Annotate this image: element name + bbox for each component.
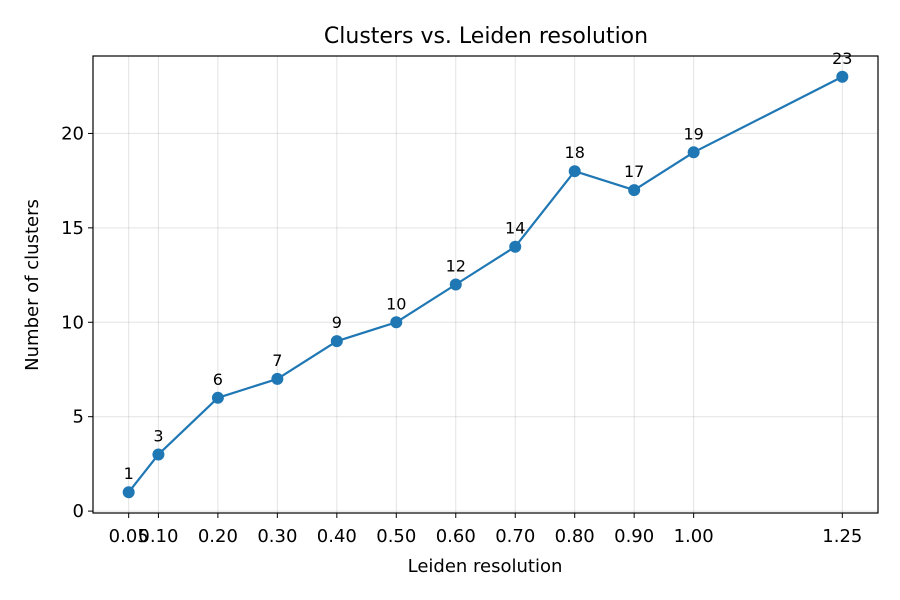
x-tick-label: 0.10 bbox=[138, 526, 178, 547]
data-point bbox=[211, 391, 224, 404]
data-label: 3 bbox=[153, 426, 163, 445]
data-label: 23 bbox=[832, 49, 852, 68]
data-label: 19 bbox=[683, 124, 703, 143]
data-label: 6 bbox=[213, 370, 223, 389]
data-label: 10 bbox=[386, 294, 406, 313]
data-point bbox=[568, 165, 581, 178]
y-tick-label: 15 bbox=[61, 218, 84, 239]
data-point bbox=[836, 70, 849, 83]
x-tick-label: 0.60 bbox=[436, 526, 476, 547]
x-tick-label: 0.80 bbox=[555, 526, 595, 547]
data-point bbox=[628, 184, 641, 197]
data-point bbox=[330, 335, 343, 348]
y-axis-label: Number of clusters bbox=[22, 199, 43, 371]
y-tick-label: 20 bbox=[61, 123, 84, 144]
series-group bbox=[122, 70, 849, 499]
chart-title: Clusters vs. Leiden resolution bbox=[324, 24, 648, 49]
y-tick-label: 5 bbox=[73, 407, 84, 428]
x-tick-label: 0.90 bbox=[614, 526, 654, 547]
plot-frame bbox=[92, 55, 879, 514]
x-axis-label: Leiden resolution bbox=[408, 556, 563, 577]
data-label: 9 bbox=[332, 313, 342, 332]
y-tick-label: 0 bbox=[73, 501, 84, 522]
data-label: 18 bbox=[565, 143, 585, 162]
data-labels: 13 6 7 9 10 12 14 18 17 19 23 bbox=[124, 49, 853, 483]
data-point bbox=[271, 372, 284, 385]
data-point bbox=[509, 240, 522, 253]
data-point bbox=[152, 448, 165, 461]
x-tick-label: 0.20 bbox=[198, 526, 238, 547]
data-point bbox=[122, 486, 135, 499]
x-tick-label: 0.30 bbox=[257, 526, 297, 547]
data-point bbox=[687, 146, 700, 159]
axis-ticks: 0.050.10 0.20 0.30 0.40 0.50 0.60 0.70 0.80 0.90… bbox=[61, 123, 862, 547]
y-tick-label: 10 bbox=[61, 312, 84, 333]
data-label: 1 bbox=[124, 464, 134, 483]
x-tick-label: 0.40 bbox=[317, 526, 357, 547]
data-label: 17 bbox=[624, 162, 644, 181]
grid bbox=[93, 56, 878, 513]
data-point bbox=[390, 316, 403, 329]
x-tick-label: 0.50 bbox=[376, 526, 416, 547]
x-tick-label: 1.25 bbox=[822, 526, 862, 547]
x-tick-label: 0.70 bbox=[495, 526, 535, 547]
x-tick-label: 0.05 bbox=[109, 526, 149, 547]
data-label: 14 bbox=[505, 219, 525, 238]
data-point bbox=[449, 278, 462, 291]
x-tick-label: 1.00 bbox=[674, 526, 714, 547]
series-line bbox=[127, 75, 843, 493]
data-label: 7 bbox=[272, 351, 282, 370]
data-label: 12 bbox=[446, 257, 466, 276]
